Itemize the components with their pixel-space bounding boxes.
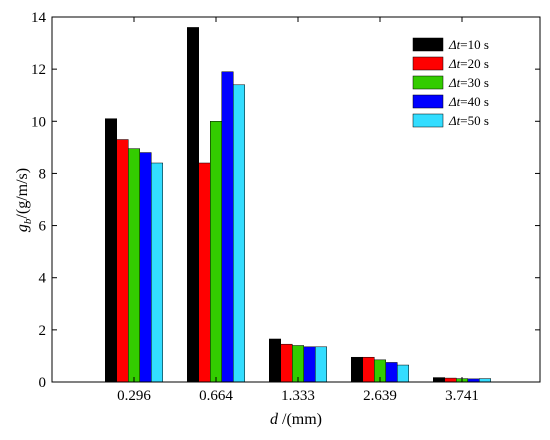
legend-swatch-3 bbox=[412, 75, 444, 90]
bars-group bbox=[105, 27, 491, 383]
y-axis: 0 2 4 6 8 10 12 14 bbox=[31, 10, 540, 391]
x-axis-title: d /(mm) bbox=[270, 411, 322, 428]
bar-0.664-series-4 bbox=[221, 71, 234, 383]
x-axis-unit: /(mm) bbox=[278, 411, 322, 428]
bar-0.664-series-2 bbox=[198, 162, 211, 383]
bar-0.296-series-4 bbox=[139, 152, 152, 383]
legend-swatch-1 bbox=[412, 37, 444, 52]
x-tick-label: 3.741 bbox=[445, 388, 479, 404]
bar-2.639-series-1 bbox=[351, 356, 363, 383]
bar-1.333-series-2 bbox=[280, 343, 293, 383]
y-tick-label: 6 bbox=[39, 219, 47, 235]
x-axis: 0.296 0.664 1.333 2.639 3.741 bbox=[117, 17, 479, 404]
legend-swatch-2 bbox=[412, 56, 444, 71]
plot-frame bbox=[51, 16, 541, 383]
x-tick-label: 0.664 bbox=[199, 388, 233, 404]
bar-1.333-series-3 bbox=[292, 345, 304, 383]
y-tick-label: 14 bbox=[31, 10, 47, 26]
bar-0.296-series-2 bbox=[116, 139, 129, 383]
bar-3.741-series-5 bbox=[479, 378, 491, 383]
bar-1.333-series-4 bbox=[303, 346, 316, 383]
bar-2.639-series-4 bbox=[385, 362, 398, 383]
x-axis-variable: d bbox=[270, 411, 279, 428]
x-tick-label: 0.296 bbox=[117, 388, 151, 404]
y-tick-label: 0 bbox=[39, 375, 47, 391]
y-tick-label: 10 bbox=[31, 114, 46, 130]
legend-label-4: Δt=40 s bbox=[448, 94, 489, 109]
bar-1.333-series-1 bbox=[269, 338, 281, 383]
y-axis-subscript: b bbox=[22, 218, 34, 224]
legend-label-3: Δt=30 s bbox=[448, 75, 489, 90]
bar-2.639-series-5 bbox=[397, 364, 409, 383]
y-tick-label: 8 bbox=[39, 166, 47, 182]
bar-0.296-series-5 bbox=[151, 162, 163, 383]
legend-swatch-5 bbox=[412, 113, 444, 128]
y-tick-label: 2 bbox=[39, 323, 47, 339]
bar-0.664-series-3 bbox=[210, 121, 222, 383]
bar-0.296-series-3 bbox=[128, 148, 140, 383]
legend-swatch-4 bbox=[412, 94, 444, 109]
legend: Δt=10 s Δt=20 s Δt=30 s Δt=40 s Δt=50 s bbox=[412, 37, 489, 128]
y-axis-unit: /(g/m/s) bbox=[14, 168, 31, 219]
bar-0.296-series-1 bbox=[105, 118, 117, 383]
y-axis-variable: g bbox=[14, 224, 31, 232]
bar-0.664-series-5 bbox=[233, 84, 245, 383]
y-tick-label: 12 bbox=[31, 62, 46, 78]
bar-3.741-series-1 bbox=[433, 377, 445, 383]
y-axis-title: gb/(g/m/s) bbox=[14, 168, 34, 232]
y-tick-label: 4 bbox=[39, 271, 47, 287]
bar-3.741-series-2 bbox=[444, 377, 457, 383]
legend-label-2: Δt=20 s bbox=[448, 56, 489, 71]
legend-label-5: Δt=50 s bbox=[448, 113, 489, 128]
x-tick-label: 2.639 bbox=[363, 388, 397, 404]
bar-2.639-series-2 bbox=[362, 356, 375, 383]
x-tick-label: 1.333 bbox=[281, 388, 315, 404]
legend-label-1: Δt=10 s bbox=[448, 37, 489, 52]
bar-0.664-series-1 bbox=[187, 27, 199, 383]
bar-1.333-series-5 bbox=[315, 346, 327, 383]
